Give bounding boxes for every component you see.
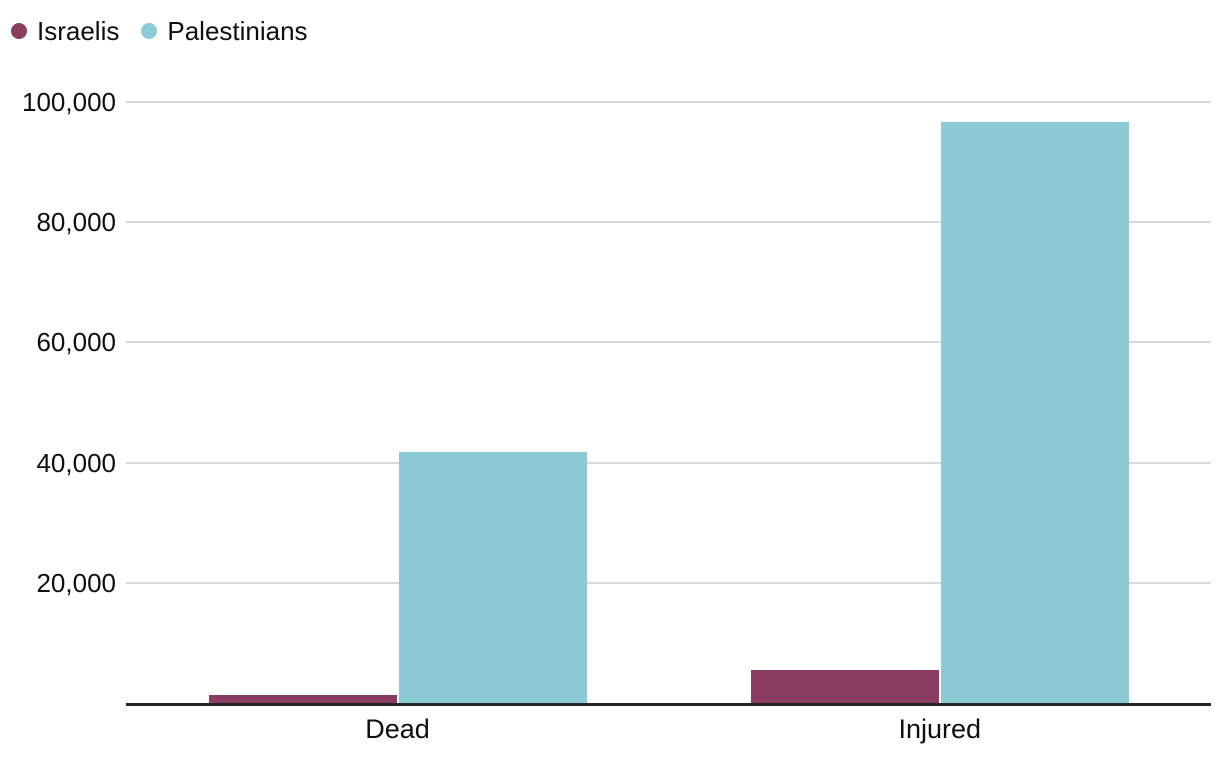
category-label-injured: Injured (898, 714, 982, 744)
gridline-100000 (126, 101, 1211, 103)
gridline-60000 (126, 341, 1211, 344)
legend-label-palestinians: Palestinians (167, 16, 308, 46)
legend-item-israelis: Israelis (11, 18, 119, 44)
gridline-20000 (126, 581, 1211, 584)
bar-israelis-dead (208, 695, 397, 703)
legend: Israelis Palestinians (11, 18, 308, 44)
gridline-80000 (126, 221, 1211, 224)
legend-dot-israelis-icon (11, 23, 27, 39)
ytick-label-40000: 40,000 (36, 447, 116, 478)
ytick-label-20000: 20,000 (36, 567, 116, 598)
legend-item-palestinians: Palestinians (141, 16, 308, 46)
ytick-label-80000: 80,000 (36, 207, 116, 238)
legend-label-israelis: Israelis (37, 16, 120, 46)
category-label-dead: Dead (365, 714, 430, 744)
ytick-label-100000: 100,000 (22, 87, 116, 117)
gridline-40000 (126, 461, 1211, 464)
ytick-label-60000: 60,000 (36, 327, 116, 358)
bar-palestinians-dead (398, 452, 587, 703)
bar-palestinians-injured (940, 122, 1129, 703)
x-axis-line (126, 703, 1211, 706)
legend-dot-palestinians-icon (141, 23, 158, 39)
bar-israelis-injured (750, 669, 939, 703)
